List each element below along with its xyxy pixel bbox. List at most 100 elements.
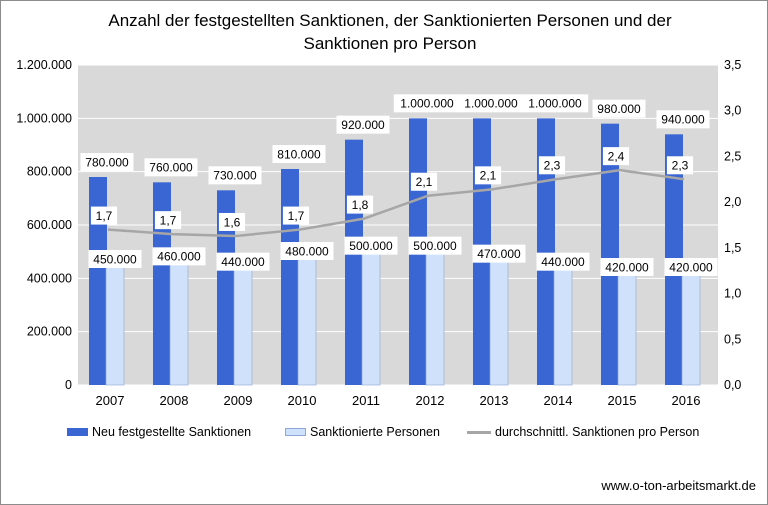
data-label-sanctioned-persons-box [280,242,334,260]
bar-sanctioned-persons [297,256,317,386]
y-right-tick-label: 2,0 [724,195,741,209]
data-label-new-sanctions: 1.000.000 [464,97,518,111]
data-label-avg-sanctions: 1,8 [352,198,369,212]
x-tick-label: 2014 [544,393,573,408]
data-label-sanctioned-persons: 440.000 [221,255,265,269]
y-right-tick-label: 2,5 [724,149,741,163]
data-label-new-sanctions-box [521,94,589,113]
data-label-new-sanctions: 980.000 [597,102,641,116]
data-label-sanctioned-persons-box [664,258,718,276]
data-label-sanctioned-persons: 460.000 [157,250,201,264]
legend-label-sanctioned-persons: Sanktionierte Personen [310,425,440,439]
data-label-avg-sanctions: 2,3 [544,159,561,173]
data-label-avg-sanctions-box [602,147,630,166]
data-label-new-sanctions-box [80,153,134,171]
data-label-sanctioned-persons-box [472,244,526,263]
bar-sanctioned-persons [169,262,189,386]
data-label-new-sanctions: 920.000 [341,118,385,132]
legend-swatch-new-sanctions [67,428,88,436]
bar-new-sanctions [537,118,555,385]
bar-sanctioned-persons [617,272,637,386]
data-label-sanctioned-persons: 500.000 [413,239,457,253]
data-label-sanctioned-persons: 480.000 [285,244,329,258]
x-tick-label: 2009 [224,393,253,408]
bar-sanctioned-persons [489,259,509,386]
data-label-avg-sanctions: 2,4 [608,149,625,163]
data-label-new-sanctions: 810.000 [277,147,321,161]
y-left-tick-label: 800.000 [27,165,72,179]
chart-title: Anzahl der festgestellten Sanktionen, de… [108,11,672,53]
data-label-sanctioned-persons-box [344,236,398,255]
y-left-tick-label: 1.200.000 [16,58,72,72]
data-label-sanctioned-persons-box [600,258,654,276]
data-label-new-sanctions: 760.000 [149,161,193,175]
data-label-avg-sanctions-box [346,195,374,214]
y-left-tick-label: 0 [65,378,72,392]
bar-sanctioned-persons [553,267,573,386]
y-right-tick-label: 1,0 [724,287,741,301]
data-label-new-sanctions: 730.000 [213,169,257,183]
data-label-sanctioned-persons: 470.000 [477,247,521,261]
bar-sanctioned-persons [105,264,125,386]
data-label-avg-sanctions-box [154,211,182,230]
data-label-avg-sanctions: 2,3 [672,159,689,173]
data-label-avg-sanctions: 1,7 [160,213,177,227]
data-label-new-sanctions-box [272,145,326,163]
line-avg-sanctions [107,168,685,238]
data-label-new-sanctions-box [393,94,461,113]
data-label-new-sanctions-box [656,110,710,129]
data-label-new-sanctions-box [144,158,198,177]
data-label-new-sanctions: 940.000 [661,113,705,127]
data-label-sanctioned-persons-box [536,252,590,271]
bar-new-sanctions [345,139,363,385]
legend-label-new-sanctions: Neu festgestellte Sanktionen [92,425,252,439]
data-label-sanctioned-persons-box [216,252,270,271]
bar-sanctioned-persons [233,267,253,386]
data-label-sanctioned-persons-box [152,247,206,266]
data-label-sanctioned-persons: 450.000 [93,252,137,266]
x-tick-label: 2011 [352,393,380,408]
data-label-new-sanctions-box [208,166,262,185]
legend-label-avg-sanctions: durchschnittl. Sanktionen pro Person [495,425,700,439]
legend-line-avg-sanctions [467,430,491,434]
legend-item-new-sanctions: Neu festgestellte Sanktionen [67,425,251,439]
bar-new-sanctions [217,190,235,385]
data-label-avg-sanctions: 2,1 [416,175,433,189]
data-label-avg-sanctions-box [474,166,502,185]
bar-new-sanctions [89,177,107,385]
data-label-avg-sanctions-box [538,156,566,175]
data-label-avg-sanctions-box [282,206,310,225]
data-label-sanctioned-persons: 420.000 [669,260,713,274]
data-label-avg-sanctions-box [90,206,118,225]
y-right-tick-label: 0,0 [724,378,741,392]
legend-item-sanctioned-persons: Sanktionierte Personen [285,425,440,439]
y-right-tick-label: 1,5 [724,241,741,255]
data-label-sanctioned-persons-box [88,250,142,268]
x-tick-label: 2015 [608,393,637,408]
data-label-sanctioned-persons: 440.000 [541,255,585,269]
data-label-avg-sanctions-box [218,212,246,231]
data-label-new-sanctions-box [336,115,390,134]
data-label-new-sanctions: 1.000.000 [528,97,582,111]
x-tick-label: 2007 [96,393,125,408]
y-left-tick-label: 1.000.000 [16,111,72,125]
y-right-tick-label: 3,0 [724,104,741,118]
x-tick-label: 2012 [416,393,445,408]
y-left-tick-label: 200.000 [27,325,72,339]
data-label-avg-sanctions: 1,7 [96,209,113,223]
x-tick-label: 2016 [672,393,701,408]
bar-sanctioned-persons [425,251,445,386]
bar-new-sanctions [601,123,619,386]
x-tick-label: 2013 [480,393,509,408]
data-label-new-sanctions: 1.000.000 [400,97,454,111]
x-tick-label: 2008 [160,393,189,408]
data-label-avg-sanctions: 1,7 [288,209,305,223]
data-label-sanctioned-persons: 500.000 [349,239,393,253]
y-left-tick-label: 600.000 [27,218,72,232]
bar-sanctioned-persons [361,251,381,386]
y-right-tick-label: 3,5 [724,58,741,72]
data-label-avg-sanctions: 1,6 [224,215,241,229]
legend-item-avg-sanctions: durchschnittl. Sanktionen pro Person [467,425,699,439]
y-right-tick-label: 0,5 [724,332,741,346]
